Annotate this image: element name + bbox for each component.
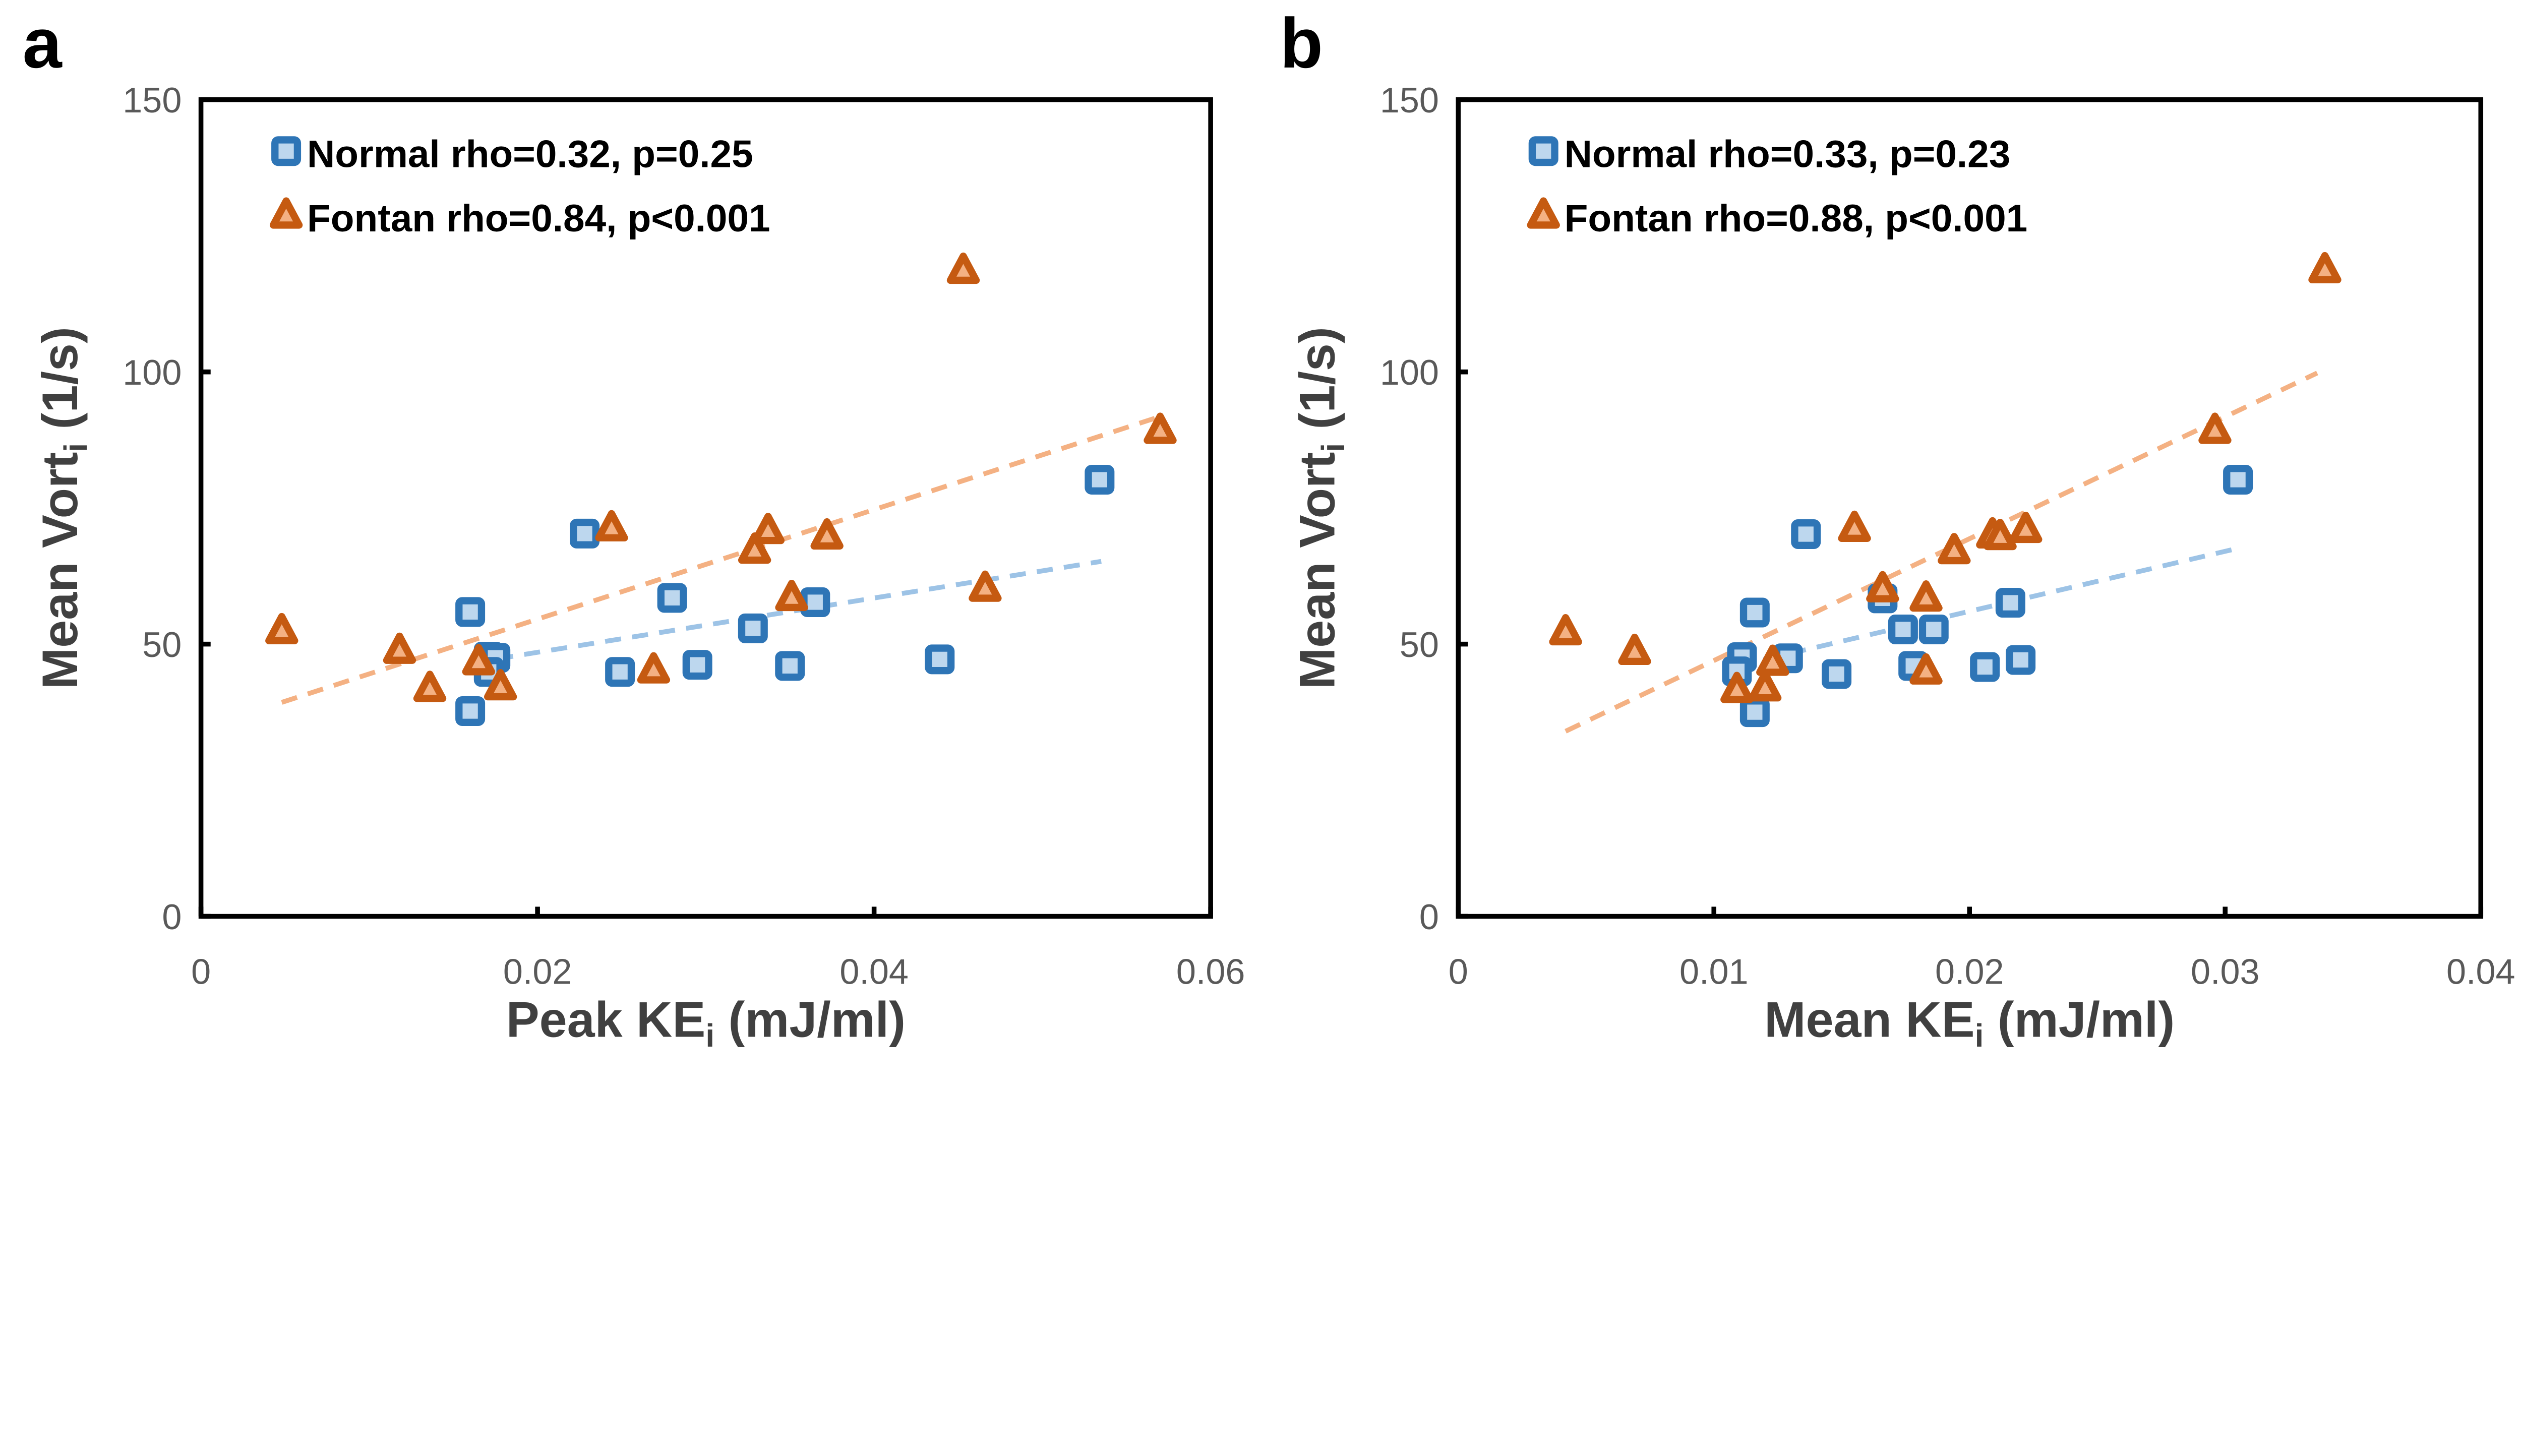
fontan-point <box>1838 510 1871 542</box>
normal-point <box>1085 464 1115 495</box>
y-tick-label: 150 <box>123 80 182 120</box>
fontan-point <box>810 518 844 550</box>
fontan-point <box>751 513 785 544</box>
fontan-point <box>946 252 980 284</box>
panel-label: b <box>1280 4 1323 83</box>
normal-legend-label: Normal rho=0.32, p=0.25 <box>307 133 753 176</box>
normal-point <box>455 597 486 627</box>
fontan-trendline <box>1565 371 2318 734</box>
fontan-point <box>1144 412 1177 444</box>
normal-point <box>1888 614 1918 644</box>
fontan-point <box>2198 412 2232 444</box>
normal-point <box>1970 652 2000 682</box>
fontan-point <box>1618 633 1651 665</box>
fontan-point <box>1909 580 1943 612</box>
fontan-trendline <box>281 414 1161 705</box>
fontan-point <box>383 632 416 664</box>
normal-point <box>455 696 486 726</box>
x-tick-label: 0.02 <box>1935 952 2004 992</box>
x-tick-label: 0 <box>1449 952 1468 992</box>
y-tick-label: 100 <box>123 352 182 392</box>
fontan-point <box>1748 670 1782 702</box>
normal-point <box>738 613 768 643</box>
fontan-point <box>1866 571 1899 602</box>
fontan-point <box>1909 653 1943 685</box>
normal-point <box>1739 597 1770 628</box>
normal-point <box>1739 697 1770 727</box>
normal-point <box>1918 614 1949 644</box>
y-tick-label: 0 <box>162 897 182 937</box>
normal-point <box>605 657 635 687</box>
fontan-point <box>1720 672 1754 703</box>
normal-point <box>800 587 830 617</box>
fontan-point <box>2308 252 2342 284</box>
y-tick-label: 0 <box>1419 897 1439 937</box>
normal-point <box>1822 659 1852 689</box>
normal-legend-label: Normal rho=0.33, p=0.23 <box>1565 133 2011 176</box>
fontan-point <box>637 652 671 684</box>
normal-point <box>775 651 805 681</box>
x-tick-label: 0.02 <box>503 952 572 992</box>
x-tick-label: 0.04 <box>2446 952 2515 992</box>
x-axis-label: Mean KEi (mJ/ml) <box>1764 992 2175 1054</box>
fontan-point <box>1938 533 1971 565</box>
y-tick-label: 50 <box>142 625 182 664</box>
y-tick-label: 150 <box>1380 80 1439 120</box>
fontan-point <box>265 613 298 645</box>
x-tick-label: 0.06 <box>1176 952 1245 992</box>
normal-point <box>2223 464 2253 495</box>
fontan-point <box>595 510 628 541</box>
x-tick-label: 0.03 <box>2191 952 2260 992</box>
fontan-legend-label: Fontan rho=0.88, p<0.001 <box>1565 197 2028 240</box>
x-tick-label: 0.01 <box>1679 952 1749 992</box>
normal-legend-marker <box>271 136 302 166</box>
fontan-point <box>1756 644 1789 676</box>
y-tick-label: 50 <box>1400 625 1439 664</box>
x-tick-label: 0 <box>191 952 211 992</box>
x-tick-label: 0.04 <box>839 952 909 992</box>
fontan-point <box>1549 614 1582 646</box>
normal-trendline <box>469 559 1102 666</box>
panel-a: a 0 50 100 150 0 0.02 0.04 0.06 Peak KEi (mJ/ml) M… <box>23 4 1245 1054</box>
fontan-point <box>462 644 495 676</box>
fontan-legend-label: Fontan rho=0.84, p<0.001 <box>307 197 770 240</box>
y-axis-label: Mean Vorti (1/s) <box>1290 327 1351 689</box>
panel-b: b 0 50 100 150 0 0.01 0.02 0.03 0.04 Mean KEi (mJ/… <box>1280 4 2515 1054</box>
x-axis-label: Peak KEi (mJ/ml) <box>506 992 906 1054</box>
fontan-point <box>484 669 517 701</box>
y-tick-label: 100 <box>1380 352 1439 392</box>
normal-point <box>570 518 600 549</box>
normal-legend-marker <box>1528 136 1558 166</box>
figure: a 0 50 100 150 0 0.02 0.04 0.06 Peak KEi (mJ/ml) M… <box>23 4 2515 1054</box>
normal-point <box>1995 588 2025 618</box>
fontan-point <box>2009 511 2043 543</box>
fontan-point <box>969 570 1002 602</box>
y-axis-label: Mean Vorti (1/s) <box>32 327 94 689</box>
fontan-point <box>775 579 808 612</box>
panel-label: a <box>23 4 63 83</box>
normal-trendline <box>1736 545 2239 669</box>
normal-point <box>682 650 712 680</box>
fontan-point <box>1984 519 2017 551</box>
fontan-point <box>738 532 771 564</box>
normal-point <box>2006 645 2036 675</box>
fontan-legend-marker <box>269 197 303 229</box>
normal-point <box>925 644 955 675</box>
plot-area <box>198 97 1213 919</box>
fontan-legend-marker <box>1527 197 1560 229</box>
normal-point <box>657 583 687 613</box>
fontan-point <box>413 671 447 702</box>
normal-point <box>1791 519 1821 549</box>
